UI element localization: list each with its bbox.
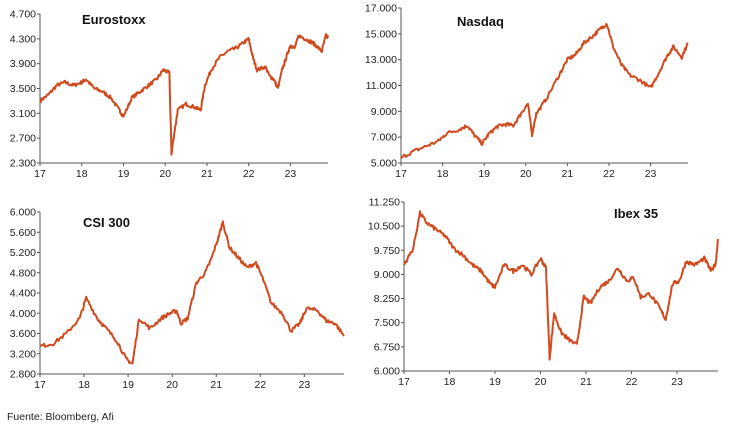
x-tick-label: 17 — [34, 379, 46, 391]
y-tick-label: 6.000 — [10, 207, 36, 219]
x-tick-label: 20 — [535, 376, 547, 388]
y-tick-label: 2.800 — [10, 369, 36, 381]
chart-title: Nasdaq — [457, 14, 504, 29]
y-tick-label: 5.600 — [10, 227, 36, 239]
charts-figure: 2.300 2.700 3.100 3.500 3.900 4.300 4.700 17 18 1… — [10, 3, 719, 391]
y-tick-label: 10.500 — [368, 221, 400, 233]
x-tick-label: 23 — [671, 376, 683, 388]
chart-panel-1: 5.000 7.000 9.000 11.000 13.000 15.000 17.000 1… — [365, 3, 689, 180]
x-tick-label: 21 — [580, 376, 592, 388]
x-tick-label: 22 — [243, 168, 255, 180]
y-tick-label: 3.600 — [10, 328, 36, 340]
x-tick-label: 21 — [210, 379, 222, 391]
x-tick-label: 19 — [118, 168, 130, 180]
y-tick-label: 3.500 — [10, 83, 36, 95]
x-tick-label: 23 — [285, 168, 297, 180]
x-tick-label: 22 — [254, 379, 266, 391]
y-tick-label: 6.000 — [374, 366, 400, 378]
y-tick-label: 5.200 — [10, 247, 36, 259]
y-tick-label: 9.000 — [374, 269, 400, 281]
chart-title: Ibex 35 — [614, 206, 658, 221]
y-tick-label: 3.200 — [10, 348, 36, 360]
x-tick-label: 18 — [437, 168, 449, 180]
chart-panel-0: 2.300 2.700 3.100 3.500 3.900 4.300 4.700 17 18 1… — [10, 9, 329, 180]
source-note: Fuente: Bloomberg, Afi — [7, 411, 114, 423]
y-tick-label: 15.000 — [365, 28, 397, 40]
y-tick-label: 9.000 — [371, 106, 397, 118]
x-tick-label: 23 — [299, 379, 311, 391]
y-tick-label: 3.100 — [10, 108, 36, 120]
x-tick-label: 19 — [489, 376, 501, 388]
series-line — [403, 210, 719, 361]
series-line — [400, 23, 689, 159]
y-tick-label: 11.000 — [366, 80, 397, 92]
chart-title: CSI 300 — [83, 215, 130, 230]
y-tick-label: 2.700 — [10, 133, 36, 145]
x-tick-label: 20 — [520, 168, 532, 180]
x-tick-label: 17 — [395, 168, 407, 180]
chart-panel-3: 6.000 6.750 7.500 8.250 9.000 9.750 10.500 11.2… — [368, 197, 719, 388]
y-tick-label: 4.800 — [10, 267, 36, 279]
y-tick-label: 4.000 — [10, 308, 36, 320]
y-tick-label: 3.900 — [10, 58, 36, 70]
y-tick-label: 4.700 — [10, 9, 36, 21]
chart-panel-2: 2.800 3.200 3.600 4.000 4.400 4.800 5.200 5.600… — [10, 207, 345, 391]
x-tick-label: 18 — [444, 376, 456, 388]
y-tick-label: 13.000 — [365, 54, 397, 66]
x-tick-label: 22 — [626, 376, 638, 388]
x-tick-label: 22 — [603, 168, 615, 180]
y-tick-label: 7.000 — [371, 132, 397, 144]
x-tick-label: 21 — [562, 168, 574, 180]
x-tick-label: 18 — [78, 379, 90, 391]
x-tick-label: 19 — [122, 379, 134, 391]
y-tick-label: 4.400 — [10, 288, 36, 300]
chart-title: Eurostoxx — [82, 12, 146, 27]
series-line — [39, 33, 329, 156]
x-tick-label: 17 — [34, 168, 46, 180]
x-tick-label: 23 — [645, 168, 657, 180]
y-tick-label: 8.250 — [374, 293, 400, 305]
y-tick-label: 17.000 — [365, 3, 397, 15]
y-tick-label: 9.750 — [374, 245, 400, 257]
y-tick-label: 6.750 — [374, 341, 400, 353]
y-tick-label: 7.500 — [374, 317, 400, 329]
x-tick-label: 19 — [478, 168, 490, 180]
y-tick-label: 4.300 — [10, 33, 36, 45]
x-tick-label: 20 — [166, 379, 178, 391]
y-tick-label: 11.250 — [369, 197, 400, 209]
y-tick-label: 2.300 — [10, 158, 36, 170]
x-tick-label: 17 — [398, 376, 410, 388]
x-tick-label: 21 — [201, 168, 213, 180]
x-tick-label: 18 — [76, 168, 88, 180]
series-line — [39, 220, 345, 365]
y-tick-label: 5.000 — [371, 158, 397, 170]
x-tick-label: 20 — [159, 168, 171, 180]
